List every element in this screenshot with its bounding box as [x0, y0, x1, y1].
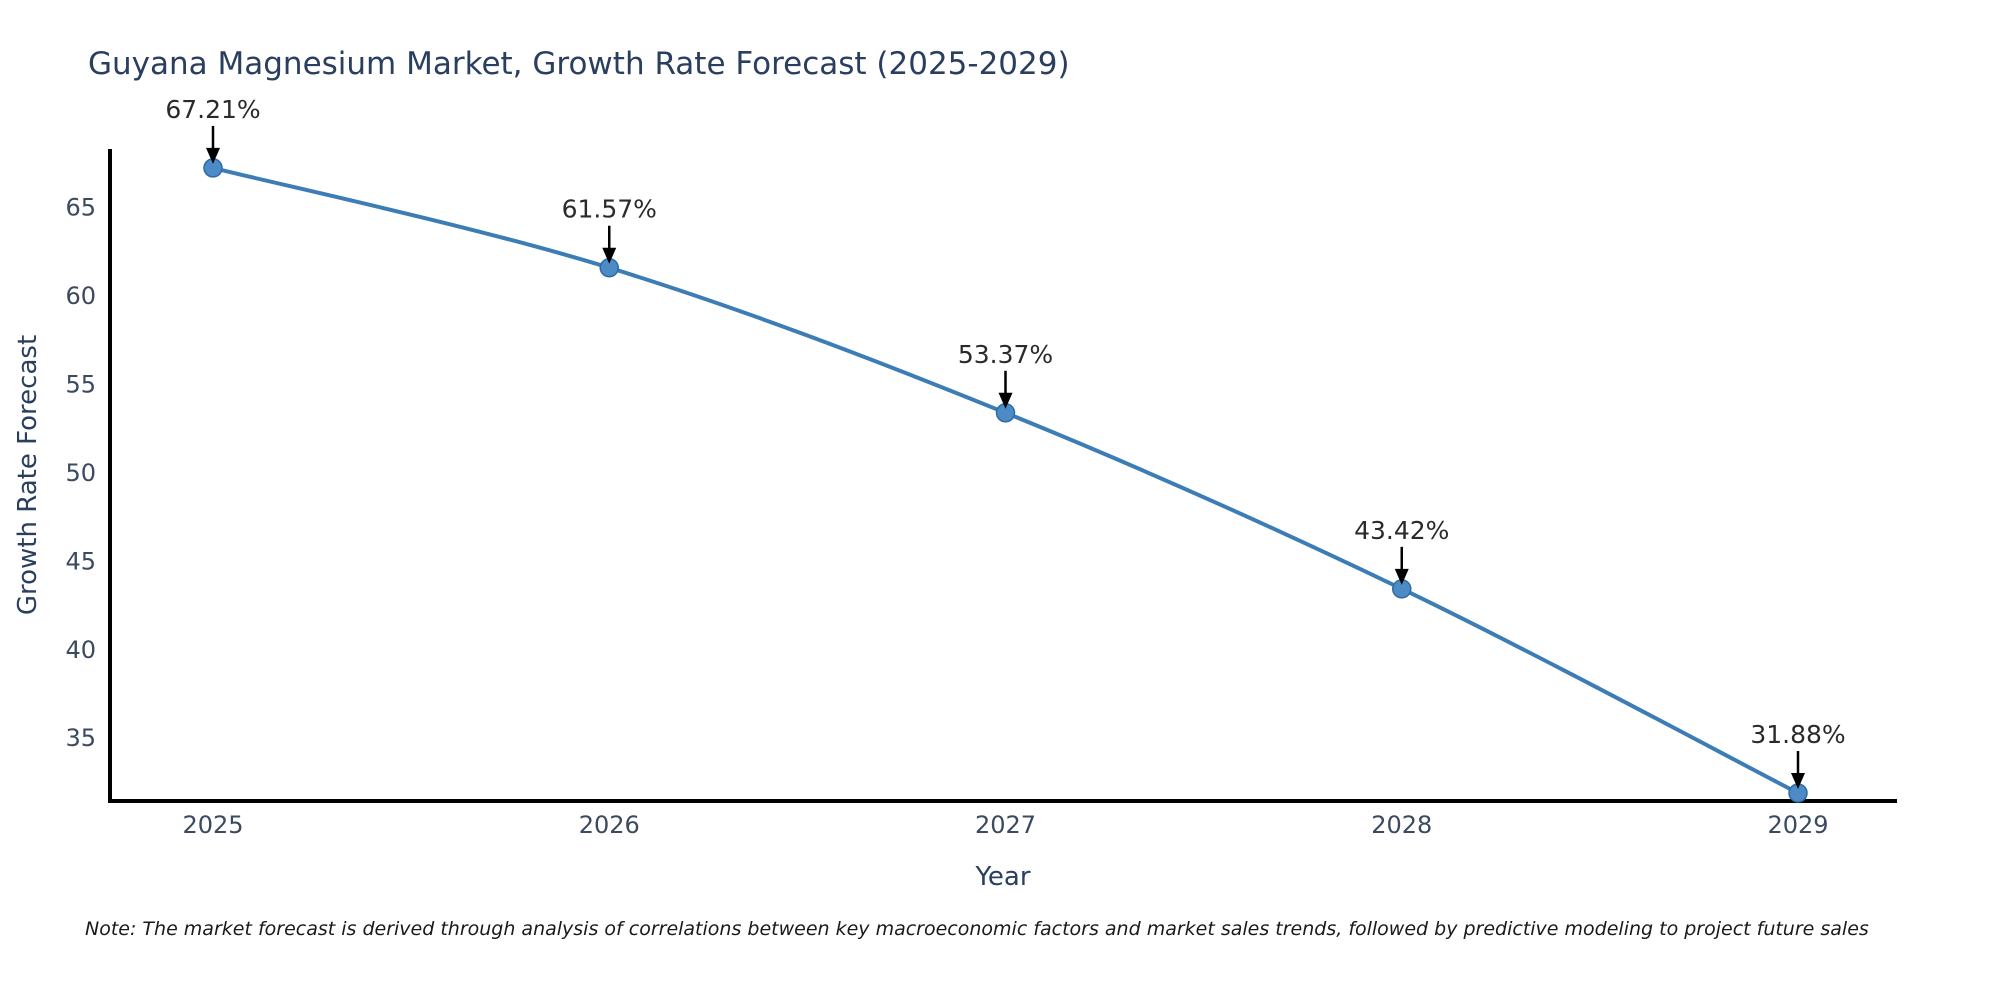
y-tick-label: 55 [65, 370, 96, 398]
y-tick-label: 35 [65, 724, 96, 752]
chart-title: Guyana Magnesium Market, Growth Rate For… [88, 46, 1070, 82]
y-tick-label: 45 [65, 547, 96, 575]
x-tick-label: 2027 [975, 811, 1036, 839]
chart-note: Note: The market forecast is derived thr… [85, 918, 1869, 940]
x-tick-label: 2025 [182, 811, 243, 839]
annotation-label: 61.57% [562, 195, 657, 224]
x-tick-label: 2028 [1371, 811, 1432, 839]
point-annotation: 67.21% [165, 95, 261, 164]
annotation-arrowhead-icon [1791, 773, 1805, 790]
y-tick-label: 40 [65, 636, 96, 664]
point-annotation: 43.42% [1354, 516, 1449, 585]
annotation-label: 31.88% [1750, 720, 1845, 749]
x-tick-label: 2029 [1767, 811, 1828, 839]
annotation-label: 53.37% [958, 340, 1053, 369]
annotation-arrowhead-icon [206, 147, 220, 164]
annotation-label: 67.21% [165, 95, 260, 124]
point-annotation: 61.57% [562, 195, 657, 264]
annotation-arrowhead-icon [602, 247, 617, 264]
point-annotation: 31.88% [1750, 720, 1846, 790]
forecast-line [212, 165, 1799, 795]
y-tick-label: 65 [65, 193, 96, 221]
y-tick-label: 50 [65, 459, 96, 487]
x-tick-label: 2026 [579, 811, 640, 839]
point-annotation: 53.37% [958, 340, 1053, 409]
annotation-arrowhead-icon [1394, 568, 1409, 585]
y-tick-label: 60 [65, 282, 96, 310]
annotation-arrowhead-icon [998, 392, 1013, 409]
x-axis-title: Year [975, 862, 1031, 892]
annotation-label: 43.42% [1354, 516, 1449, 545]
